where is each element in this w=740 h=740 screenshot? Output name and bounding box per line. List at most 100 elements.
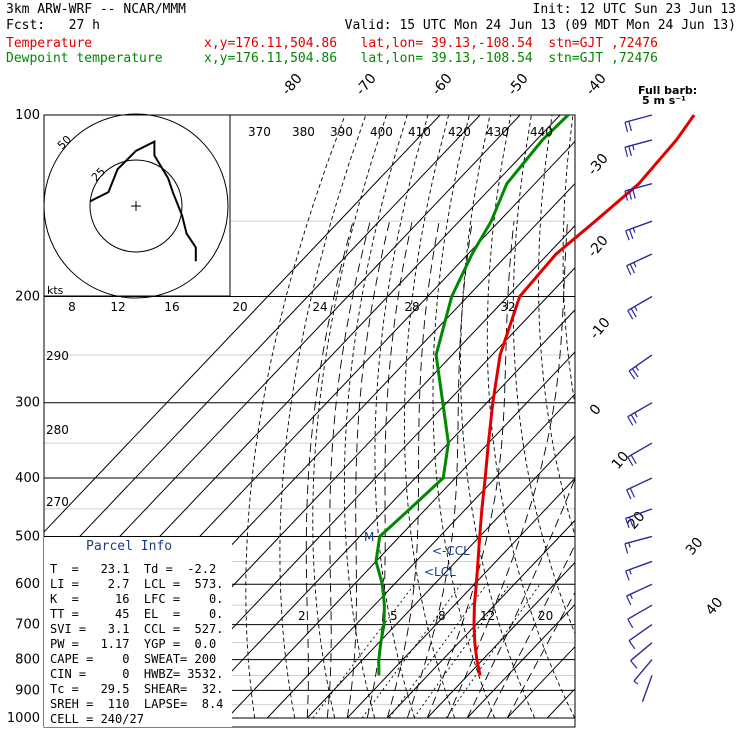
theta-label: 440 [530, 125, 553, 139]
parcel-row: Tc = 29.5 SHEAR= 32. [50, 682, 224, 696]
parcel-box-bg [44, 537, 232, 727]
wind-barb-feather [626, 489, 632, 500]
moist-adiabat-line [386, 221, 440, 719]
moist-adiabat-line [366, 221, 413, 719]
mixing-ratio-label: 20 [538, 609, 553, 623]
wind-barb-staff [630, 642, 653, 662]
isotherm-label: -40 [583, 71, 610, 99]
dry-adiabats [245, 115, 740, 719]
hodograph-x-label: 28 [404, 300, 419, 314]
dry-adiabat-line [512, 115, 575, 635]
forecast-hour: Fcst: 27 h [6, 18, 100, 33]
wind-barb-feather [628, 640, 636, 650]
wind-barb-feather [630, 454, 637, 465]
mixing-ratio-label: 2 [298, 609, 306, 623]
wind-barb-feather [624, 147, 629, 158]
header: 3km ARW-WRF -- NCAR/MMM Init: 12 UTC Sun… [0, 0, 740, 70]
wind-barb [624, 114, 653, 133]
wind-barb-feather [630, 414, 637, 424]
wind-barb [624, 139, 653, 158]
dry-adiabat-line [486, 115, 575, 719]
wind-barb-feather [625, 230, 630, 241]
isotherm-line [44, 115, 441, 533]
wind-barb-feather [628, 146, 632, 156]
wind-barb-staff [624, 183, 653, 192]
theta-label: 420 [448, 125, 471, 139]
hodograph-trace [89, 139, 197, 262]
wind-barb [625, 560, 653, 581]
wind-barb-staff [624, 114, 653, 123]
isotherm-label: 0 [587, 401, 605, 418]
wind-barb-feather [627, 456, 634, 467]
hodograph-units-label: kts [47, 284, 64, 297]
moist-adiabat-line [486, 544, 575, 719]
model-title: 3km ARW-WRF -- NCAR/MMM [6, 2, 187, 17]
parcel-info-title: Parcel Info [86, 539, 173, 554]
pressure-tick-label: 900 [15, 683, 40, 698]
wind-barb-feather [630, 308, 637, 318]
wind-barb-staff [625, 508, 653, 520]
wind-barb-staff [626, 583, 653, 597]
theta-label: 270 [46, 495, 69, 509]
parcel-row: SVI = 3.1 CCL = 527. [50, 622, 224, 636]
theta-label: 280 [46, 423, 69, 437]
pressure-tick-label: 100 [15, 108, 40, 123]
isotherm-label: -20 [585, 233, 612, 261]
hodograph-x-label: 20 [232, 300, 247, 314]
wind-barb-feather [628, 370, 636, 380]
wind-barb-staff [633, 659, 653, 682]
isotherm-label: -80 [279, 71, 306, 99]
parcel-row: TT = 45 EL = 0. [50, 607, 224, 621]
wind-legend-title: Full barb: [638, 84, 697, 97]
hodograph-ring [43, 113, 229, 299]
hodograph-x-label: 24 [312, 300, 327, 314]
parcel-row: T = 23.1 Td = -2.2 [50, 562, 217, 576]
isotherm-line [506, 645, 575, 719]
m-marker: M [364, 530, 374, 544]
wind-barb-half-feather [633, 680, 639, 685]
wind-barb-half-feather [629, 594, 633, 600]
wind-barb [641, 675, 653, 702]
wind-barb-staff [625, 220, 653, 232]
wind-barb [633, 659, 653, 685]
wind-barb-half-feather [632, 227, 636, 233]
dry-adiabat-line [655, 115, 740, 718]
pressure-tick-label: 300 [15, 396, 40, 411]
wind-barb-feather [627, 618, 634, 629]
wind-barb [625, 508, 653, 529]
wind-barb-feather [627, 416, 634, 426]
isotherm-line [226, 351, 575, 719]
dry-adiabat-line [697, 115, 740, 718]
wind-barb-feather [628, 516, 634, 527]
isotherm-label: 20 [625, 509, 649, 533]
moist-adiabat-line [426, 221, 515, 719]
dry-adiabat-line [374, 115, 429, 719]
isotherm-label: 30 [683, 535, 707, 559]
moist-adiabat-line [305, 221, 354, 719]
wind-barb-half-feather [628, 569, 632, 575]
mixing-ratio-label: 8 [438, 609, 446, 623]
wind-barb-feather [625, 518, 630, 529]
mixing-ratio-label: 5 [390, 609, 398, 623]
isotherm-line [346, 477, 575, 719]
pressure-tick-label: 500 [15, 529, 40, 544]
wind-barb-feather [626, 265, 632, 276]
parcel-info-box: Parcel Info T = 23.1 Td = -2.2 LI = 2.7 … [44, 537, 234, 727]
theta-label: 370 [248, 125, 271, 139]
wind-barb-staff [627, 442, 653, 458]
theta-label: 380 [292, 125, 315, 139]
wind-barb-feather [629, 487, 636, 498]
moist-adiabat-line [326, 221, 371, 719]
wind-barb-staff [628, 354, 653, 372]
dewpoint-line [374, 113, 570, 676]
wind-barb [630, 642, 653, 669]
theta-label: 430 [486, 125, 509, 139]
wind-barb-half-feather [634, 412, 638, 418]
isotherm-line [186, 309, 575, 719]
wind-barb [627, 295, 653, 320]
isotherm-line [266, 393, 575, 719]
pressure-tick-label: 600 [15, 577, 40, 592]
wind-barb-staff [627, 295, 653, 312]
